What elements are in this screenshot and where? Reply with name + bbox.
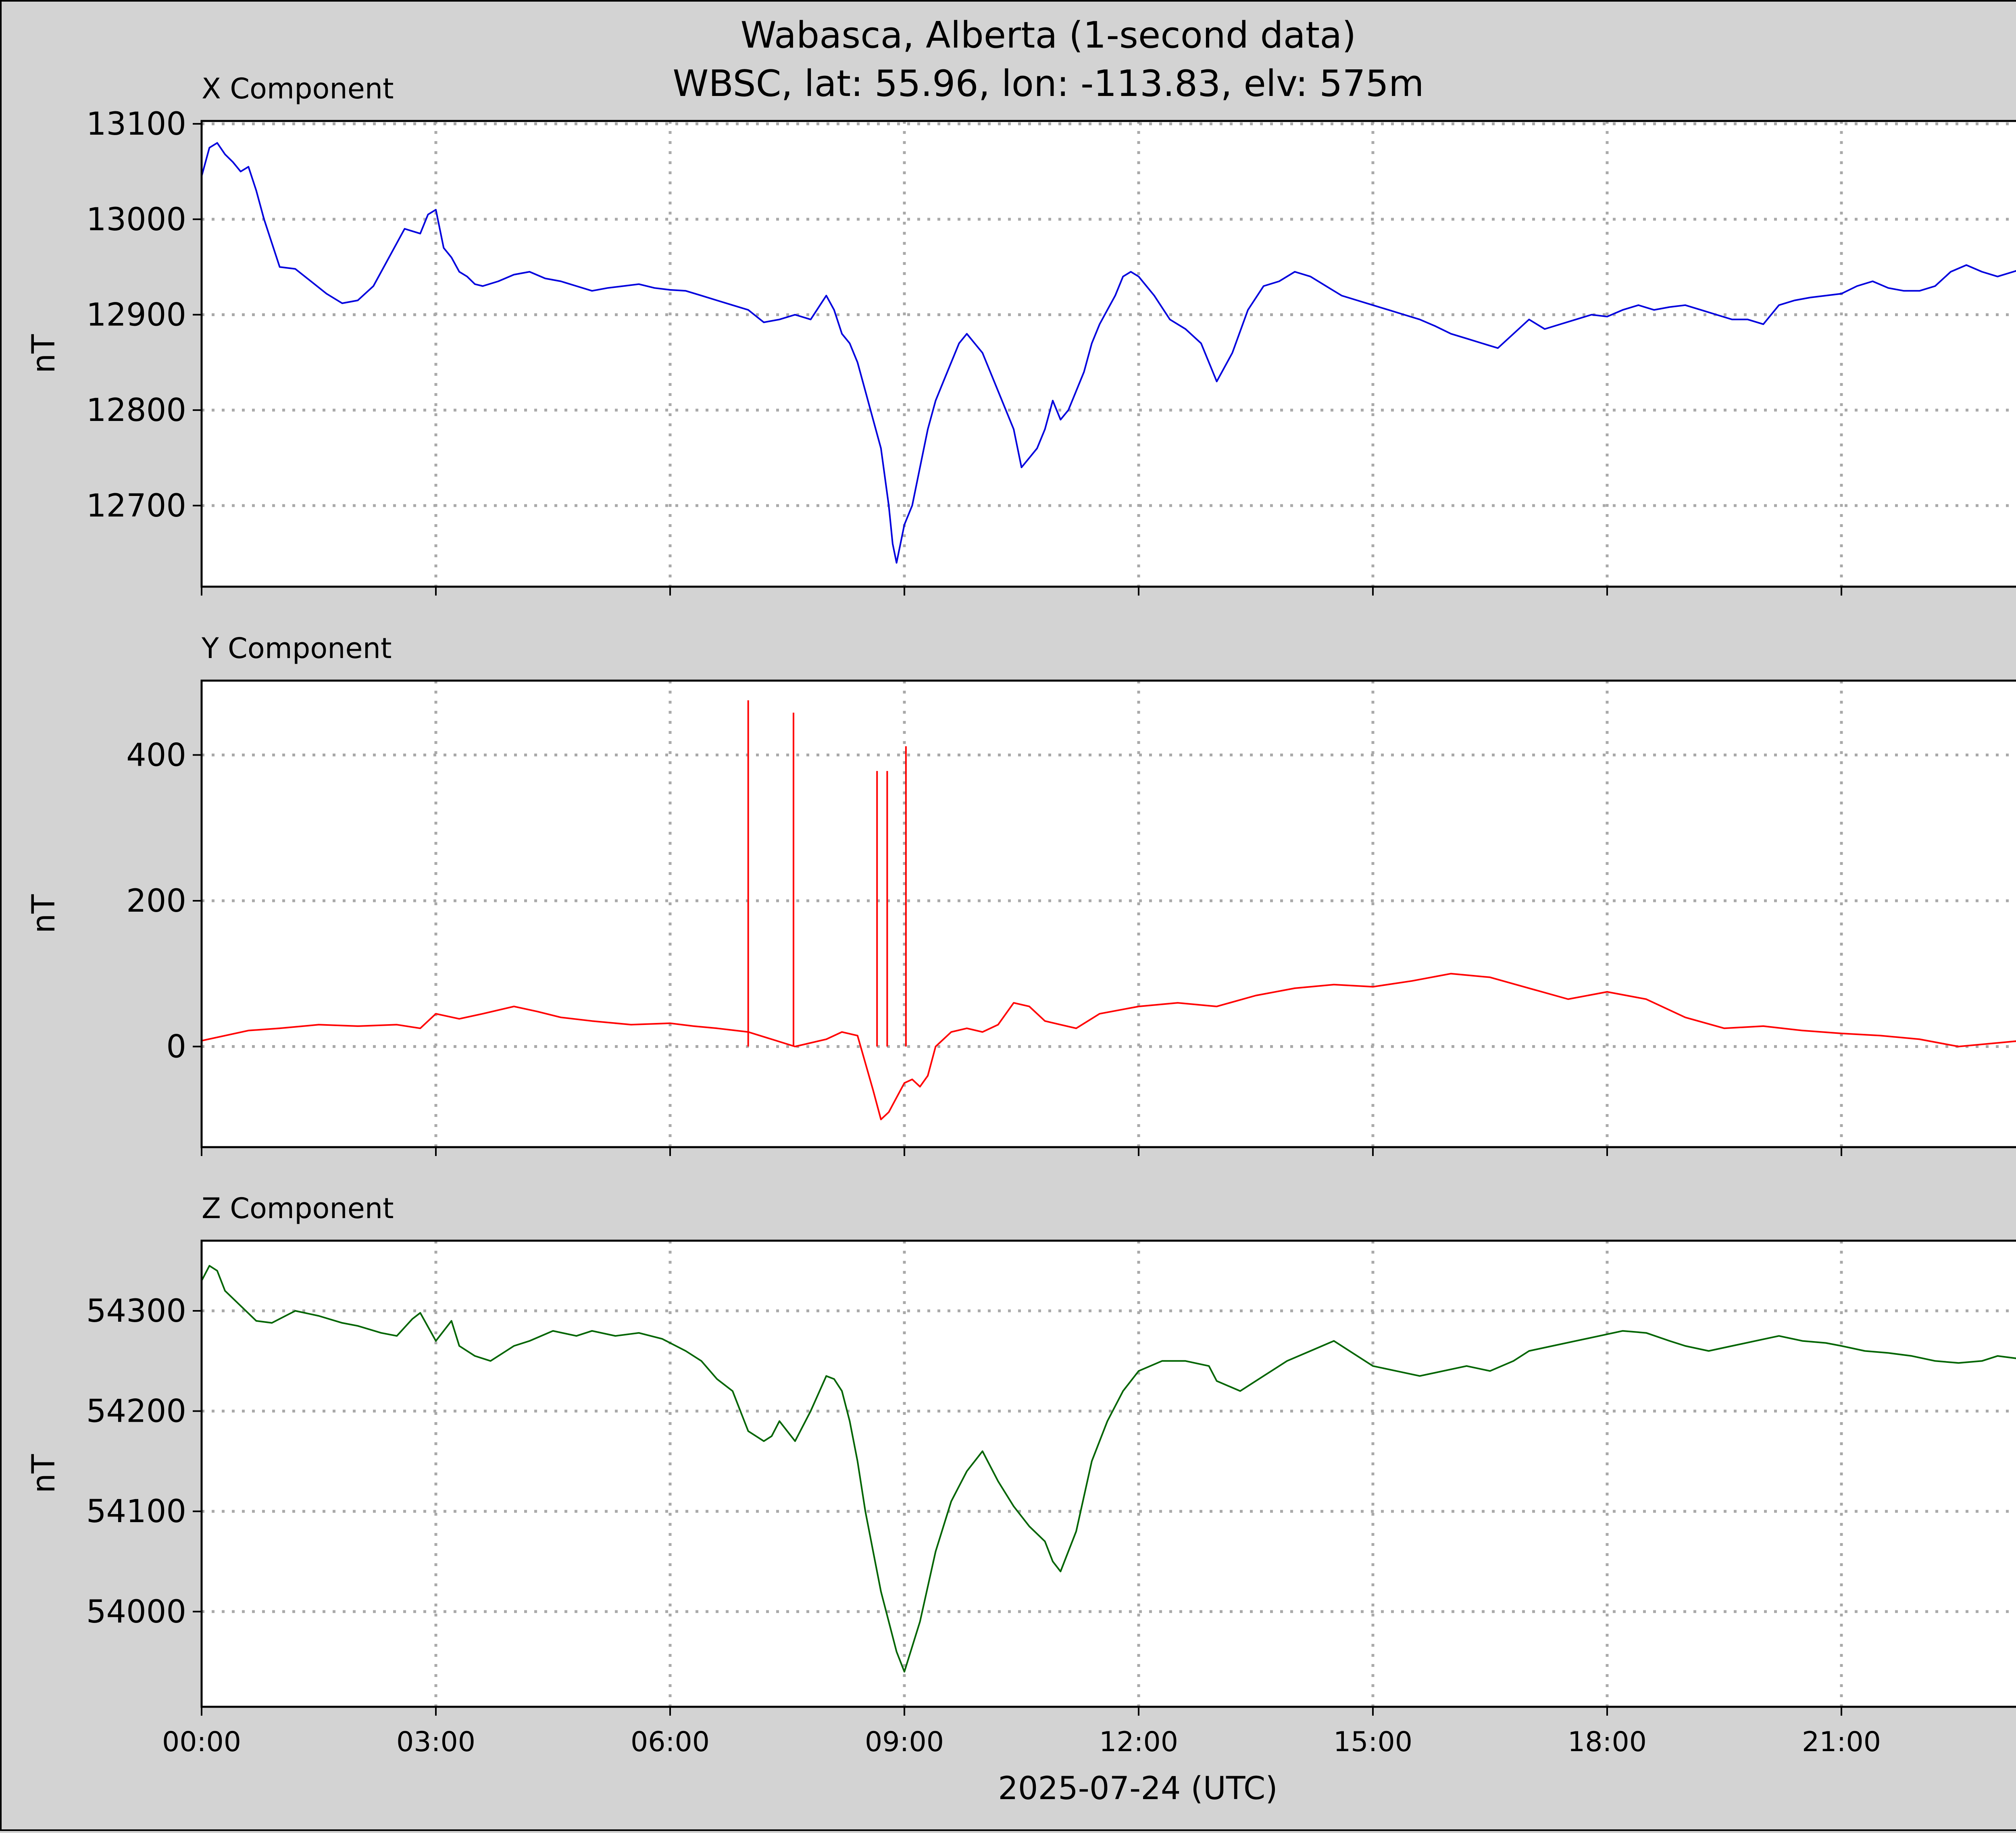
plot-frame-y (200, 679, 2016, 1148)
y-tick-label: 54100 (86, 1493, 186, 1530)
y-tick-label: 54200 (86, 1393, 186, 1430)
plot-area-x (202, 121, 2016, 587)
y-tick-label: 13100 (86, 106, 186, 142)
y-tick-label: 12900 (86, 297, 186, 333)
series-line-y (201, 973, 2016, 1121)
y-tick-label: 12700 (86, 488, 186, 524)
panel-title-y: Y Component (201, 632, 392, 665)
y-tick-label: 54000 (86, 1594, 186, 1630)
x-tick-label: 15:00 (1333, 1726, 1412, 1758)
x-tick-label: 18:00 (1568, 1726, 1647, 1758)
panel-y: 0 200 400 Y Component nT (26, 632, 2016, 1156)
x-tick-label: 12:00 (1099, 1726, 1178, 1758)
panel-z: 00:00 03:00 06:00 09:00 12:00 15:00 18:00 21:00… (26, 1192, 2016, 1758)
plot-area-z (202, 1241, 2016, 1707)
y-tick-label: 400 (126, 737, 186, 773)
plot-frame-z (200, 1239, 2016, 1708)
y-axis-label-y: nT (26, 894, 62, 933)
x-tick-label: 06:00 (631, 1726, 710, 1758)
x-tick-label: 00:00 (162, 1726, 241, 1758)
plot-area-y (202, 681, 2016, 1147)
figure-title-line2: WBSC, lat: 55.96, lon: -113.83, elv: 575… (673, 62, 1424, 105)
x-tick-label: 03:00 (396, 1726, 475, 1758)
x-tick-label: 09:00 (865, 1726, 944, 1758)
y-tick-label: 0 (166, 1029, 186, 1065)
y-tick-label: 200 (126, 883, 186, 919)
y-tick-label: 12800 (86, 392, 186, 429)
panel-x: 12700 12800 12900 13000 13100 X Component nT (26, 72, 2016, 596)
series-line-z (201, 1265, 2016, 1673)
y-axis-label-z: nT (26, 1454, 62, 1493)
x-axis-label: 2025-07-24 (UTC) (998, 1771, 1278, 1807)
x-tick-label: 21:00 (1802, 1726, 1881, 1758)
series-line-x (201, 142, 2016, 564)
y-tick-label: 54300 (86, 1293, 186, 1329)
y-axis-label-x: nT (26, 334, 62, 373)
panel-title-x: X Component (202, 72, 394, 105)
y-tick-label: 13000 (86, 202, 186, 238)
panel-title-z: Z Component (202, 1192, 394, 1225)
plot-frame-x (200, 120, 2016, 588)
figure-title-line1: Wabasca, Alberta (1-second data) (741, 14, 1356, 56)
